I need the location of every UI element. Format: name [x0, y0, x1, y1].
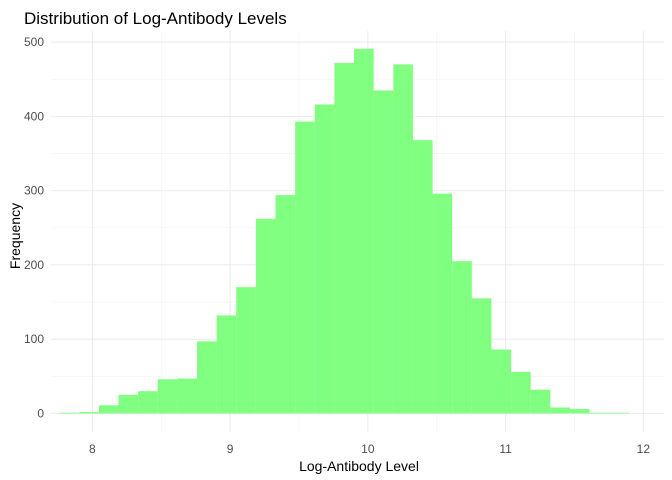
y-tick-label: 0 [37, 406, 44, 420]
chart-title: Distribution of Log-Antibody Levels [24, 9, 287, 28]
x-axis-ticks: 8 9 10 11 12 [89, 442, 650, 456]
x-tick-label: 12 [637, 442, 651, 456]
histogram-bar [511, 371, 531, 414]
histogram-bar [491, 349, 512, 414]
y-tick-label: 500 [24, 35, 44, 49]
histogram-bar [354, 48, 374, 414]
x-tick-label: 8 [89, 442, 96, 456]
bars [59, 48, 629, 414]
histogram-bar [432, 193, 453, 414]
histogram-bar [295, 121, 315, 414]
histogram-bar [373, 90, 394, 414]
y-axis-title: Frequency [7, 203, 23, 269]
histogram-bar [275, 195, 296, 414]
y-tick-label: 400 [24, 109, 44, 123]
histogram-bar [157, 379, 178, 414]
x-tick-label: 11 [499, 442, 512, 456]
y-tick-label: 300 [24, 184, 44, 198]
histogram-bar [138, 391, 158, 414]
histogram-bar [236, 287, 256, 414]
x-tick-label: 10 [361, 442, 375, 456]
x-tick-label: 9 [227, 442, 234, 456]
y-axis-ticks: 0 100 200 300 400 500 [24, 35, 44, 420]
histogram-bar [412, 140, 433, 414]
histogram-bar [452, 261, 472, 414]
histogram-bar [118, 394, 139, 414]
histogram-bar [334, 62, 355, 414]
histogram-bar [79, 411, 99, 414]
histogram-bar [59, 412, 80, 414]
histogram-bar [216, 315, 237, 414]
y-tick-label: 100 [24, 332, 44, 346]
histogram-bar [314, 104, 335, 414]
y-tick-label: 200 [24, 258, 44, 272]
histogram-bar [471, 298, 492, 414]
histogram-bar [589, 412, 610, 414]
histogram-bar [530, 389, 551, 414]
histogram-bar [609, 412, 629, 414]
histogram-bar [255, 218, 276, 414]
histogram-bar [177, 378, 198, 414]
histogram-bar [569, 408, 590, 414]
x-axis-title: Log-Antibody Level [299, 458, 419, 474]
histogram-bar [550, 407, 570, 414]
histogram-bar [98, 405, 119, 414]
histogram-bar [197, 341, 217, 414]
histogram-bar [393, 64, 413, 414]
